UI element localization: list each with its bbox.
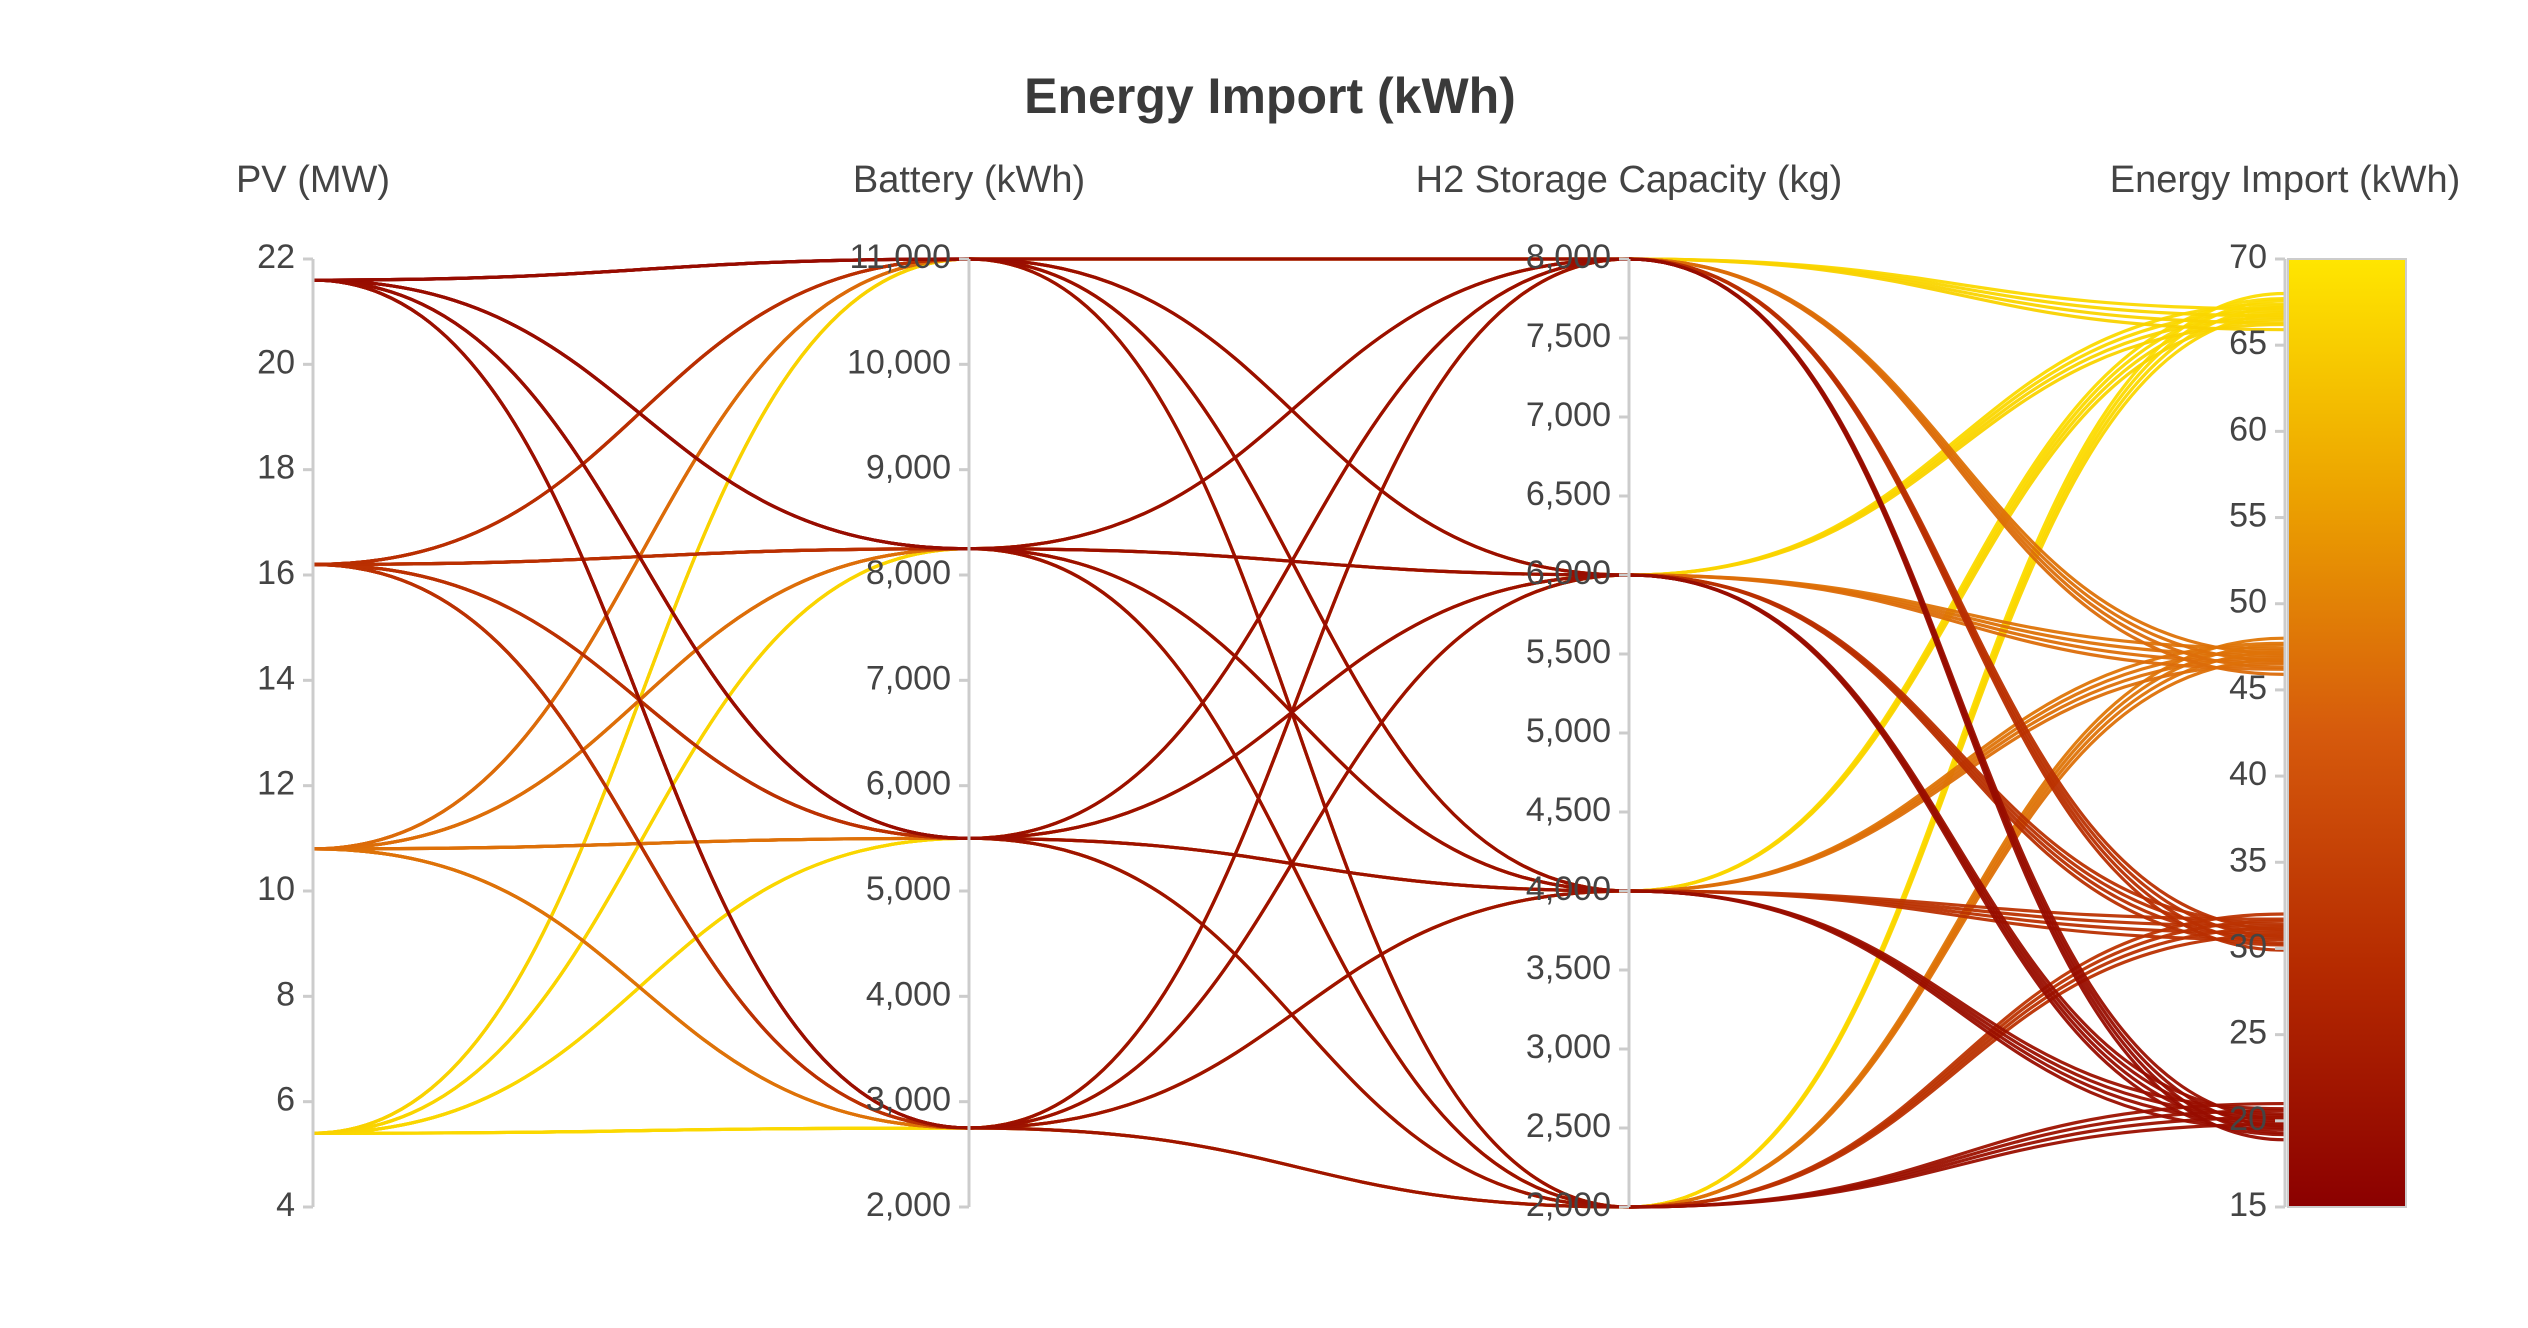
tick-label: 10,000 (847, 343, 951, 381)
tick-label: 2,500 (1526, 1107, 1611, 1145)
tick-label: 5,000 (1526, 712, 1611, 750)
tick-label: 55 (2229, 497, 2267, 535)
tick-label: 6 (276, 1081, 295, 1119)
tick-label: 11,000 (850, 238, 951, 276)
tick-label: 2,000 (866, 1186, 951, 1224)
tick-label: 4 (276, 1186, 295, 1224)
tick-label: 7,500 (1526, 317, 1611, 355)
tick-label: 30 (2229, 927, 2267, 965)
chart-title: Energy Import (kWh) (1024, 68, 1516, 124)
tick-label: 20 (257, 343, 295, 381)
tick-label: 20 (2229, 1100, 2267, 1138)
axes: PV (MW) 4 6 8 10 12 14 16 18 20 22 Battery (kWh) 2,0… (236, 159, 2460, 1224)
tick-label: 16 (257, 554, 295, 592)
tick-label: 8,000 (1526, 238, 1611, 276)
tick-label: 4,500 (1526, 791, 1611, 829)
tick-label: 35 (2229, 841, 2267, 879)
tick-label: 18 (257, 449, 295, 487)
tick-label: 3,500 (1526, 949, 1611, 987)
tick-label: 6,500 (1526, 475, 1611, 513)
data-line (312, 257, 2286, 1142)
tick-label: 3,000 (866, 1081, 951, 1119)
tick-label: 60 (2229, 410, 2267, 448)
tick-label: 22 (257, 238, 295, 276)
tick-label: 40 (2229, 755, 2267, 793)
tick-label: 25 (2229, 1014, 2267, 1052)
tick-label: 2,000 (1526, 1186, 1611, 1224)
tick-label: 12 (257, 765, 295, 803)
tick-label: 4,000 (866, 975, 951, 1013)
tick-label: 10 (257, 870, 295, 908)
tick-label: 8,000 (866, 554, 951, 592)
tick-label: 50 (2229, 583, 2267, 621)
tick-label: 14 (257, 659, 295, 697)
tick-label: 6,000 (866, 765, 951, 803)
tick-label: 9,000 (866, 449, 951, 487)
tick-label: 65 (2229, 324, 2267, 362)
tick-label: 8 (276, 975, 295, 1013)
tick-label: 4,000 (1526, 870, 1611, 908)
axis-title: PV (MW) (236, 159, 390, 201)
axis-title: Battery (kWh) (853, 159, 1085, 201)
tick-label: 7,000 (1526, 396, 1611, 434)
tick-label: 5,000 (866, 870, 951, 908)
tick-label: 6,000 (1526, 554, 1611, 592)
axis-title: Energy Import (kWh) (2110, 159, 2461, 201)
tick-label: 45 (2229, 669, 2267, 707)
tick-label: 5,500 (1526, 633, 1611, 671)
colorbar (2287, 258, 2407, 1208)
axis-title: H2 Storage Capacity (kg) (1416, 159, 1843, 201)
tick-label: 3,000 (1526, 1028, 1611, 1066)
tick-label: 70 (2229, 238, 2267, 276)
tick-label: 7,000 (866, 659, 951, 697)
lines (312, 257, 2286, 1209)
tick-label: 15 (2229, 1186, 2267, 1224)
